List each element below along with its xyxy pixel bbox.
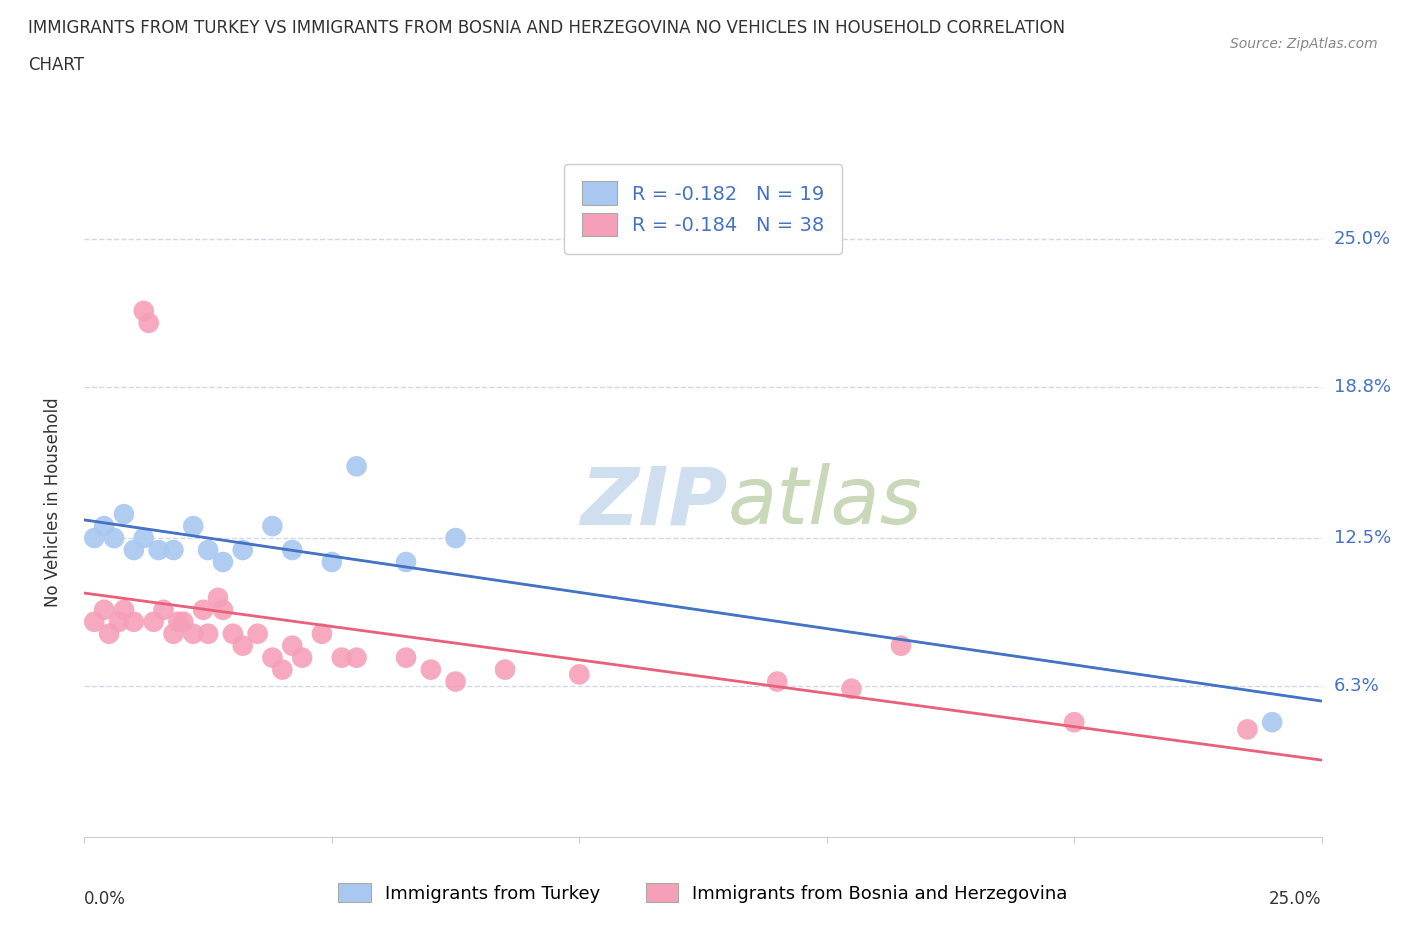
Point bbox=[142, 615, 165, 630]
Point bbox=[262, 650, 284, 665]
Point bbox=[281, 542, 304, 557]
Point bbox=[271, 662, 294, 677]
Text: 25.0%: 25.0% bbox=[1270, 890, 1322, 908]
Point bbox=[112, 603, 135, 618]
Point bbox=[395, 650, 418, 665]
Legend: Immigrants from Turkey, Immigrants from Bosnia and Herzegovina: Immigrants from Turkey, Immigrants from … bbox=[329, 874, 1077, 911]
Point bbox=[148, 542, 170, 557]
Text: 0.0%: 0.0% bbox=[84, 890, 127, 908]
Text: IMMIGRANTS FROM TURKEY VS IMMIGRANTS FROM BOSNIA AND HERZEGOVINA NO VEHICLES IN : IMMIGRANTS FROM TURKEY VS IMMIGRANTS FRO… bbox=[28, 19, 1066, 36]
Point bbox=[395, 554, 418, 569]
Point bbox=[346, 650, 368, 665]
Point bbox=[132, 531, 155, 546]
Point bbox=[1261, 715, 1284, 730]
Point bbox=[122, 615, 145, 630]
Point bbox=[291, 650, 314, 665]
Point bbox=[83, 531, 105, 546]
Point bbox=[181, 626, 204, 641]
Point bbox=[138, 315, 160, 330]
Text: atlas: atlas bbox=[728, 463, 922, 541]
Point bbox=[766, 674, 789, 689]
Point bbox=[346, 458, 368, 473]
Point bbox=[568, 667, 591, 682]
Point bbox=[222, 626, 245, 641]
Point bbox=[98, 626, 121, 641]
Point bbox=[841, 682, 863, 697]
Point bbox=[444, 531, 467, 546]
Point bbox=[103, 531, 125, 546]
Point bbox=[93, 603, 115, 618]
Point bbox=[890, 638, 912, 653]
Point bbox=[162, 542, 184, 557]
Point bbox=[246, 626, 269, 641]
Point bbox=[112, 507, 135, 522]
Text: Source: ZipAtlas.com: Source: ZipAtlas.com bbox=[1230, 37, 1378, 51]
Point bbox=[191, 603, 214, 618]
Text: 18.8%: 18.8% bbox=[1334, 379, 1391, 396]
Point bbox=[1063, 715, 1085, 730]
Point bbox=[311, 626, 333, 641]
Text: 25.0%: 25.0% bbox=[1334, 230, 1391, 248]
Text: No Vehicles in Household: No Vehicles in Household bbox=[45, 397, 62, 607]
Point bbox=[212, 603, 235, 618]
Point bbox=[108, 615, 131, 630]
Point bbox=[494, 662, 516, 677]
Point bbox=[122, 542, 145, 557]
Point bbox=[172, 615, 194, 630]
Point bbox=[152, 603, 174, 618]
Point bbox=[93, 519, 115, 534]
Text: 6.3%: 6.3% bbox=[1334, 677, 1379, 696]
Point bbox=[321, 554, 343, 569]
Text: ZIP: ZIP bbox=[581, 463, 728, 541]
Point bbox=[330, 650, 353, 665]
Point bbox=[1236, 722, 1258, 737]
Point bbox=[232, 542, 254, 557]
Point bbox=[281, 638, 304, 653]
Point bbox=[197, 542, 219, 557]
Point bbox=[232, 638, 254, 653]
Point bbox=[83, 615, 105, 630]
Legend: R = -0.182   N = 19, R = -0.184   N = 38: R = -0.182 N = 19, R = -0.184 N = 38 bbox=[564, 164, 842, 254]
Point bbox=[181, 519, 204, 534]
Point bbox=[419, 662, 441, 677]
Point bbox=[262, 519, 284, 534]
Point bbox=[197, 626, 219, 641]
Point bbox=[132, 303, 155, 318]
Point bbox=[212, 554, 235, 569]
Point bbox=[167, 615, 190, 630]
Point bbox=[162, 626, 184, 641]
Text: CHART: CHART bbox=[28, 56, 84, 73]
Text: 12.5%: 12.5% bbox=[1334, 529, 1392, 547]
Point bbox=[444, 674, 467, 689]
Point bbox=[207, 591, 229, 605]
